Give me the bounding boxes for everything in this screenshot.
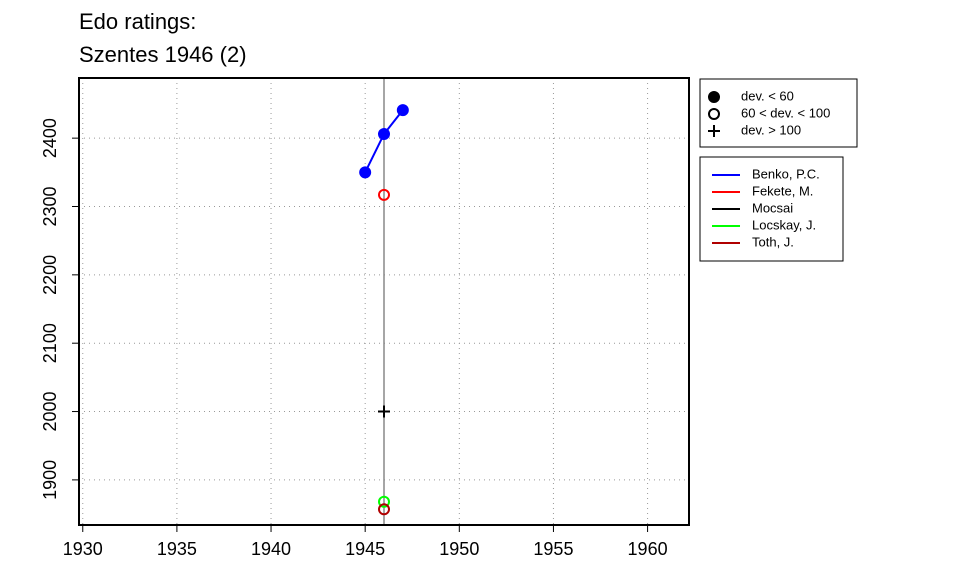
y-tick-label: 2400 <box>40 118 60 158</box>
plot-frame <box>78 77 690 526</box>
y-tick-label: 2000 <box>40 392 60 432</box>
chart-title: Edo ratings: <box>79 9 196 34</box>
data-point <box>378 188 390 201</box>
x-tick-label: 1940 <box>251 539 291 559</box>
legend-box <box>699 156 844 262</box>
x-tick-label: 1950 <box>439 539 479 559</box>
legend-label: 60 < dev. < 100 <box>741 105 830 120</box>
x-tick-label: 1960 <box>628 539 668 559</box>
legend-marker <box>708 125 720 137</box>
data-point <box>378 495 390 508</box>
legend-marker <box>708 108 720 120</box>
legend-marker <box>708 91 720 103</box>
data-point <box>359 166 372 179</box>
y-tick-label: 1900 <box>40 460 60 500</box>
x-tick-label: 1930 <box>63 539 103 559</box>
data-point <box>378 128 390 141</box>
legend-label: Fekete, M. <box>752 183 813 198</box>
y-tick-label: 2100 <box>40 323 60 363</box>
x-tick-label: 1945 <box>345 539 385 559</box>
chart-subtitle: Szentes 1946 (2) <box>79 42 247 67</box>
y-tick-label: 2200 <box>40 255 60 295</box>
legend-label: Benko, P.C. <box>752 166 820 181</box>
data-point <box>378 503 390 516</box>
x-tick-label: 1955 <box>533 539 573 559</box>
legend-label: dev. < 60 <box>741 88 794 103</box>
legend-box <box>699 78 858 148</box>
legend-label: dev. > 100 <box>741 122 801 137</box>
legend-label: Toth, J. <box>752 234 794 249</box>
data-point <box>378 405 390 418</box>
legend-label: Locskay, J. <box>752 217 816 232</box>
data-point <box>396 104 409 117</box>
legend-label: Mocsai <box>752 200 793 215</box>
x-tick-label: 1935 <box>157 539 197 559</box>
y-tick-label: 2300 <box>40 186 60 226</box>
